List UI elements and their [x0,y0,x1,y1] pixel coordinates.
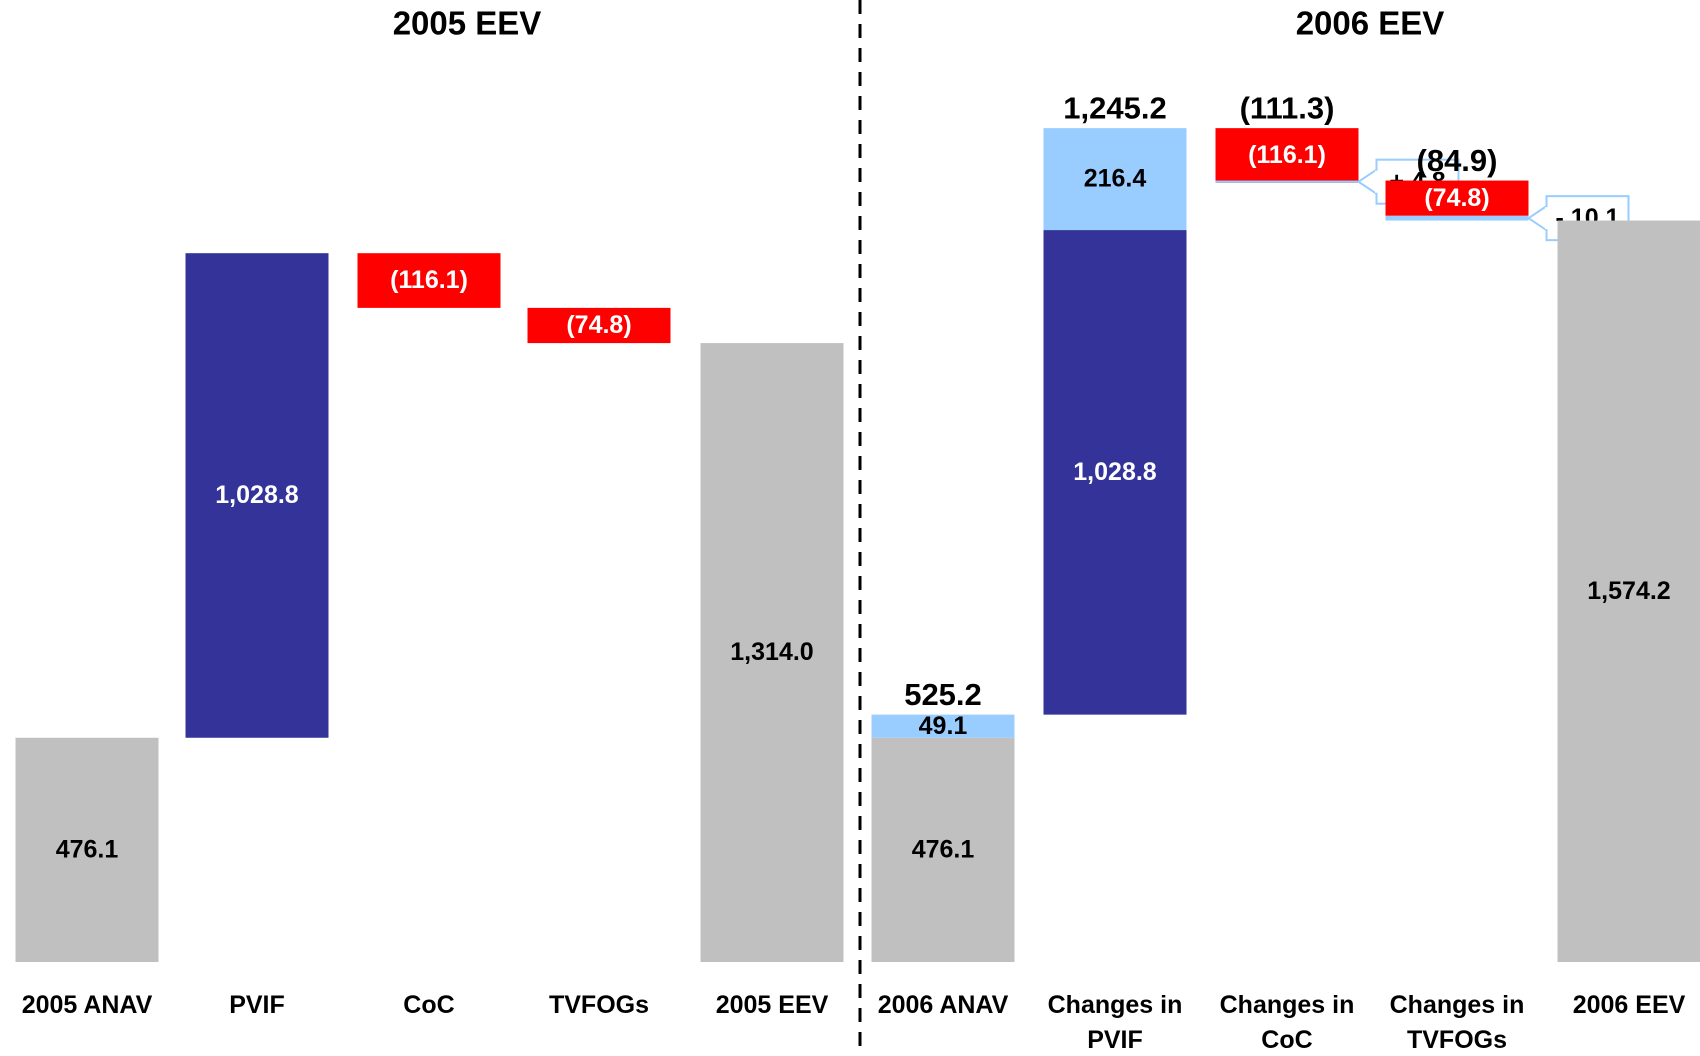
bar-segment [871,737,1015,962]
x-tick-label: Changes in PVIF [1047,991,1183,1054]
x-tick-label: Changes in CoC [1219,991,1355,1054]
bar-segment [1385,215,1529,221]
callout-pointer [1526,204,1548,233]
data-label: 476.1 [912,835,975,863]
bar-segment [1043,230,1187,715]
data-label: 1,028.8 [215,481,299,509]
data-label: (116.1) [390,266,468,294]
x-tick-label: 2005 ANAV [21,991,153,1019]
total-label: 1,245.2 [1063,90,1166,125]
chart-title: 2006 EEV [1296,5,1445,42]
data-label: (74.8) [566,311,631,339]
x-tick-label: PVIF [229,991,285,1019]
bar-segment [185,253,329,738]
total-label: (84.9) [1417,143,1498,178]
bar-segment [1385,180,1529,216]
data-label: 476.1 [56,835,119,863]
chart-title: 2005 EEV [393,5,542,42]
bar-segment [357,253,501,308]
bar-segment [1215,180,1359,183]
total-label: (111.3) [1240,90,1335,125]
bar-segment [15,737,159,962]
bar-segment [871,714,1015,738]
data-label: (116.1) [1248,141,1326,169]
callout-pointer [1356,167,1378,196]
x-tick-label: 2006 EEV [1572,991,1686,1019]
x-tick-label: Changes in TVFOGs [1389,991,1525,1054]
bar-segment [1557,220,1700,962]
data-label: 216.4 [1084,165,1147,193]
bar-segment [700,343,844,963]
total-label: 525.2 [904,677,982,712]
data-label: (74.8) [1424,184,1489,212]
x-tick-label: 2006 ANAV [877,991,1009,1019]
bar-segment [1043,128,1187,231]
data-label: 49.1 [919,712,968,740]
x-tick-label: TVFOGs [548,991,649,1019]
bar-segment [1215,128,1359,183]
data-label: 1,314.0 [730,638,813,666]
bar-segment [527,307,671,344]
x-tick-label: CoC [403,991,455,1019]
x-tick-label: 2005 EEV [715,991,829,1019]
data-label: 1,028.8 [1073,458,1157,486]
data-label: 1,574.2 [1587,577,1670,605]
